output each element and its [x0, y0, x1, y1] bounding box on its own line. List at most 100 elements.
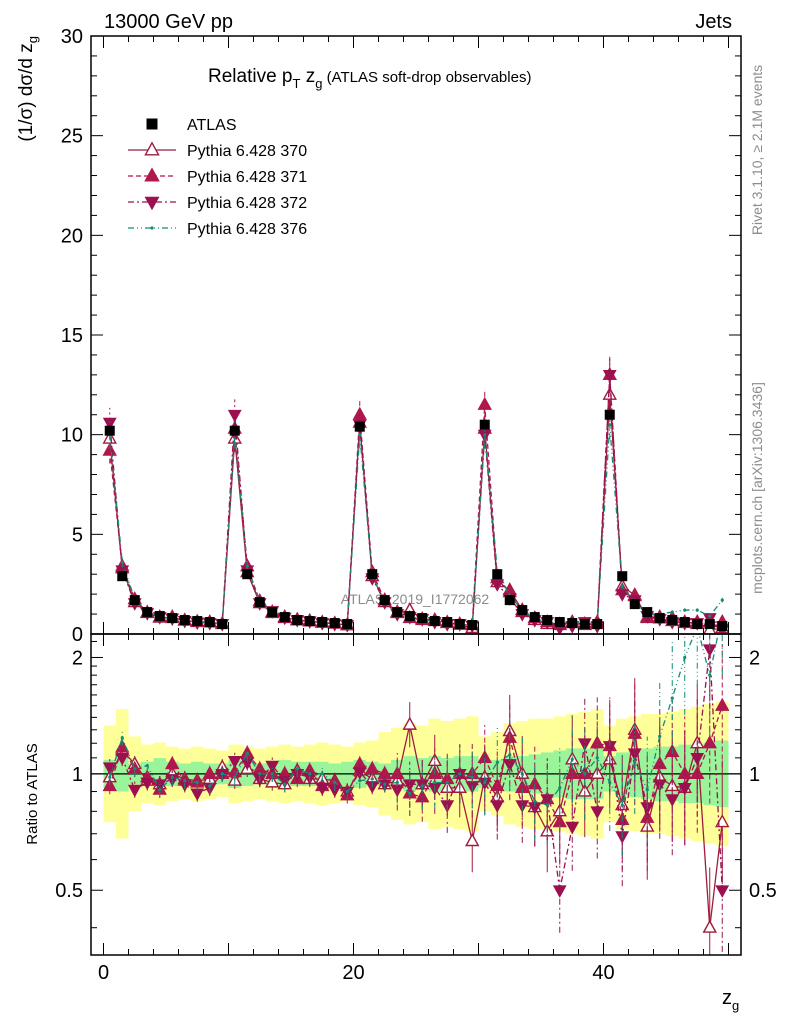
- ratio-y-tick-label-right: 2: [749, 647, 760, 669]
- ratio-point: [165, 756, 180, 770]
- ratio-point: [127, 784, 142, 798]
- main-point: [492, 569, 503, 580]
- ratio-point: [683, 655, 687, 660]
- ratio-point: [677, 782, 692, 796]
- main-point: [267, 607, 278, 618]
- ratio-point: [140, 777, 155, 791]
- main-point: [620, 584, 624, 588]
- ratio-point: [670, 696, 674, 700]
- main-point: [683, 608, 687, 612]
- ratio-y-tick-label: 0.5: [55, 880, 83, 902]
- main-point: [604, 409, 615, 420]
- ratio-point: [502, 759, 517, 772]
- main-point: [358, 433, 362, 437]
- legend-marker-swatch: [144, 167, 160, 182]
- ratio-point: [458, 772, 462, 776]
- ratio-point: [115, 752, 130, 766]
- main-title: Relative pT zg (ATLAS soft-drop observab…: [208, 66, 531, 91]
- main-point: [329, 618, 340, 629]
- legend-entry-4: Pythia 6.428 376: [128, 221, 307, 238]
- main-line-3: [109, 374, 723, 631]
- main-point: [642, 607, 653, 618]
- ratio-line-4: [109, 634, 719, 807]
- ratio-point: [627, 748, 642, 761]
- ratio-point: [508, 753, 512, 757]
- main-point: [179, 615, 190, 626]
- ratio-y-tick-label-right: 1: [749, 764, 760, 786]
- ratio-point: [465, 833, 480, 847]
- main-point: [708, 614, 712, 618]
- main-point: [154, 611, 165, 622]
- ratio-point: [520, 772, 524, 776]
- main-series-group: [102, 356, 730, 634]
- main-series-2: [102, 356, 730, 631]
- ratio-point: [145, 764, 149, 768]
- main-point: [608, 423, 612, 427]
- main-point: [615, 589, 630, 602]
- main-point: [567, 618, 578, 629]
- ratio-point: [370, 777, 374, 781]
- main-point: [279, 612, 290, 623]
- main-point: [417, 613, 428, 624]
- main-point: [667, 615, 678, 626]
- ratio-point: [645, 788, 649, 792]
- legend-label: Pythia 6.428 372: [187, 195, 307, 212]
- ratio-point: [408, 791, 412, 796]
- ratio-point: [320, 772, 324, 776]
- main-point: [529, 612, 540, 623]
- ratio-bands: [91, 701, 741, 847]
- main-y-tick-label: 15: [61, 325, 83, 347]
- main-point: [617, 571, 628, 582]
- ratio-point: [270, 772, 274, 776]
- legend-entry-3: Pythia 6.428 372: [128, 195, 307, 212]
- main-point: [602, 369, 617, 383]
- ratio-point: [590, 735, 605, 749]
- main-point: [392, 607, 403, 618]
- ratio-point: [195, 780, 199, 785]
- main-point: [579, 619, 590, 630]
- x-tick-label: 0: [98, 962, 109, 984]
- ratio-point: [120, 736, 124, 740]
- legend-entry-1: Pythia 6.428 370: [128, 141, 307, 160]
- ratio-point: [552, 885, 567, 898]
- energy-label: 13000 GeV pp: [104, 11, 233, 33]
- ratio-point: [395, 780, 399, 785]
- ratio-point: [490, 800, 505, 813]
- ratio-point: [702, 919, 717, 933]
- main-y-tick-label: 25: [61, 126, 83, 148]
- ratio-point: [308, 772, 312, 776]
- ratio-point: [715, 697, 730, 711]
- main-point: [517, 605, 528, 616]
- main-point: [554, 617, 565, 628]
- main-point: [704, 619, 715, 630]
- ratio-point: [383, 782, 387, 786]
- ratio-point: [220, 772, 224, 776]
- x-tick-label: 20: [342, 962, 364, 984]
- main-y-tick-label: 20: [61, 225, 83, 247]
- main-point: [429, 616, 440, 627]
- ratio-frame: [90, 633, 742, 956]
- ratio-point: [633, 760, 637, 765]
- ratio-point: [620, 803, 624, 807]
- x-tick-label: 40: [592, 962, 614, 984]
- ratio-point: [202, 765, 217, 779]
- ratio-point: [583, 772, 587, 776]
- analysis-watermark: ATLAS_2019_I1772062: [341, 591, 490, 607]
- ratio-point: [245, 751, 249, 755]
- main-point: [129, 595, 140, 606]
- main-point: [479, 419, 490, 430]
- main-point: [454, 619, 465, 630]
- ratio-y-tick-label: 2: [72, 647, 83, 669]
- main-point: [245, 564, 249, 568]
- ratio-point: [690, 752, 705, 766]
- main-point: [354, 421, 365, 432]
- ratio-point: [170, 775, 174, 779]
- ratio-point: [358, 779, 362, 783]
- legend-marker-swatch: [144, 141, 160, 156]
- main-point: [142, 607, 153, 618]
- main-point: [192, 616, 203, 627]
- main-point: [120, 560, 124, 564]
- ratio-series-4: [108, 634, 723, 856]
- main-point: [602, 386, 617, 400]
- ratio-point: [433, 780, 437, 785]
